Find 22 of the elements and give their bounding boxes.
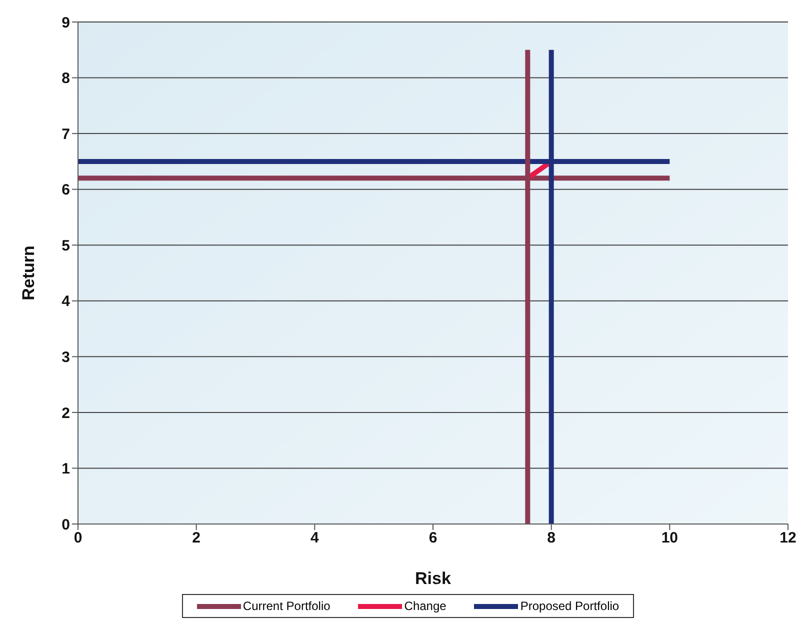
y-tick-label: 7: [62, 126, 70, 143]
x-tick-label: 12: [780, 530, 796, 547]
y-tick-label: 6: [62, 182, 70, 199]
x-tick-label: 4: [310, 530, 320, 547]
y-tick-label: 9: [62, 14, 70, 32]
y-tick-label: 5: [62, 237, 70, 254]
y-tick-label: 3: [62, 348, 70, 366]
y-tick-label: 1: [62, 460, 70, 478]
x-axis-title: Risk: [415, 569, 452, 588]
x-tick-label: 0: [74, 530, 82, 547]
y-tick-label: 8: [62, 70, 70, 88]
y-tick-label: 2: [62, 404, 70, 422]
x-tick-label: 8: [547, 530, 556, 547]
legend-label: Proposed Portfolio: [519, 599, 620, 613]
x-tick-label: 6: [428, 530, 438, 547]
legend-label: Change: [403, 599, 446, 613]
x-tick-label: 2: [192, 530, 201, 547]
y-axis-title: Return: [19, 246, 38, 300]
x-tick-label: 10: [661, 530, 678, 547]
y-tick-label: 4: [62, 293, 71, 310]
y-tick-label: 0: [62, 516, 70, 534]
legend-label: Current Portfolio: [242, 599, 330, 613]
